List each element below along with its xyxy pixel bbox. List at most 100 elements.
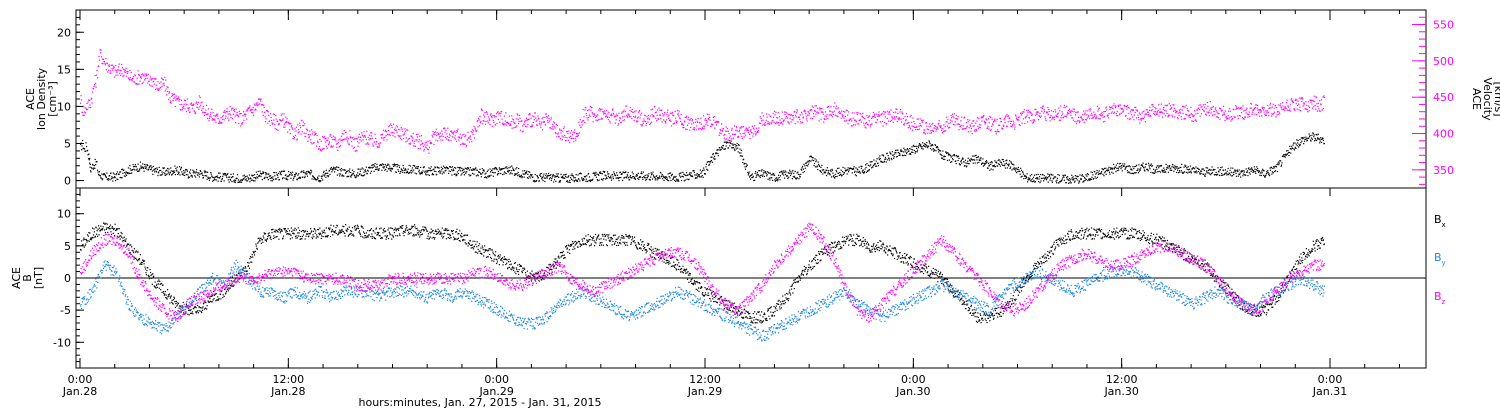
top-data-point (441, 130, 443, 132)
top-data-point (178, 100, 180, 102)
top-data-point (88, 162, 91, 164)
top-data-point (560, 132, 562, 134)
top-data-point (697, 117, 699, 120)
top-data-point (175, 95, 177, 97)
top-data-point (153, 169, 155, 171)
top-data-point (241, 123, 243, 125)
top-data-point (237, 115, 240, 118)
top-data-point (433, 143, 435, 146)
top-data-point (755, 171, 757, 173)
top-data-point (553, 122, 556, 124)
top-data-point (486, 177, 488, 179)
top-data-point (642, 178, 644, 181)
top-data-point (275, 178, 277, 180)
top-data-point (333, 135, 335, 137)
top-data-point (1102, 116, 1104, 118)
top-data-point (570, 130, 573, 132)
top-data-point (981, 120, 983, 122)
top-data-point (342, 138, 344, 140)
top-data-point (988, 128, 990, 130)
top-data-point (489, 168, 491, 170)
top-data-point (1155, 171, 1157, 173)
top-data-point (1154, 169, 1157, 171)
top-data-point (1012, 163, 1014, 165)
top-data-point (963, 161, 965, 163)
top-data-point (152, 78, 154, 80)
top-data-point (397, 134, 399, 136)
top-data-point (813, 115, 815, 117)
top-data-point (830, 106, 832, 108)
top-data-point (1034, 180, 1036, 183)
top-data-point (696, 177, 698, 179)
top-data-point (119, 69, 121, 71)
top-data-point (158, 89, 160, 91)
top-data-point (671, 113, 673, 115)
top-data-point (594, 116, 597, 118)
top-data-point (390, 132, 392, 134)
top-data-point (904, 122, 906, 124)
top-data-point (476, 130, 478, 132)
top-data-point (799, 118, 801, 121)
top-data-point (707, 169, 709, 171)
top-data-point (187, 174, 189, 176)
top-data-point (1281, 162, 1283, 164)
top-data-point (132, 75, 135, 78)
top-data-point (368, 166, 371, 168)
top-data-point (648, 117, 650, 119)
top-data-point (461, 134, 464, 136)
top-data-point (779, 179, 781, 181)
top-data-point (432, 130, 434, 133)
top-data-point (414, 165, 416, 167)
top-data-point (128, 79, 130, 81)
top-data-point (746, 129, 748, 131)
top-data-point (1206, 171, 1208, 173)
top-data-point (615, 119, 617, 121)
top-data-point (1243, 170, 1245, 172)
top-data-point (217, 180, 219, 182)
top-data-point (996, 162, 998, 164)
top-data-point (558, 176, 560, 178)
top-data-point (774, 180, 777, 182)
top-data-point (550, 174, 552, 176)
top-data-point (507, 171, 510, 173)
top-data-point (358, 168, 360, 170)
top-data-point (593, 113, 596, 115)
top-data-point (156, 89, 159, 91)
top-data-point (390, 170, 392, 172)
top-data-point (896, 149, 898, 151)
top-data-point (316, 179, 318, 181)
top-data-point (174, 165, 176, 167)
top-data-point (516, 113, 518, 115)
top-data-point (955, 114, 957, 117)
top-data-point (721, 146, 723, 149)
top-data-point (456, 174, 458, 176)
top-data-point (507, 122, 509, 124)
top-data-point (1076, 179, 1078, 181)
top-data-point (1194, 172, 1196, 174)
top-data-point (1057, 173, 1059, 176)
top-data-point (1180, 170, 1182, 172)
top-data-point (1303, 136, 1305, 139)
top-data-point (946, 152, 948, 154)
top-data-point (496, 122, 498, 125)
top-data-point (421, 171, 424, 174)
top-data-point (207, 176, 209, 178)
top-data-point (933, 127, 935, 129)
top-data-point (460, 174, 462, 176)
top-data-point (349, 175, 351, 177)
top-data-point (474, 169, 476, 171)
top-data-point (791, 171, 793, 173)
top-data-point (434, 134, 436, 136)
top-data-point (499, 169, 501, 171)
top-data-point (943, 156, 945, 158)
top-data-point (752, 127, 754, 129)
top-data-point (775, 177, 777, 179)
top-data-point (1193, 168, 1196, 170)
top-data-point (1067, 182, 1070, 184)
top-data-point (212, 118, 214, 120)
top-data-point (396, 164, 398, 166)
top-data-point (375, 166, 377, 168)
top-data-point (520, 175, 522, 177)
top-data-point (289, 132, 292, 135)
top-data-point (784, 113, 786, 116)
